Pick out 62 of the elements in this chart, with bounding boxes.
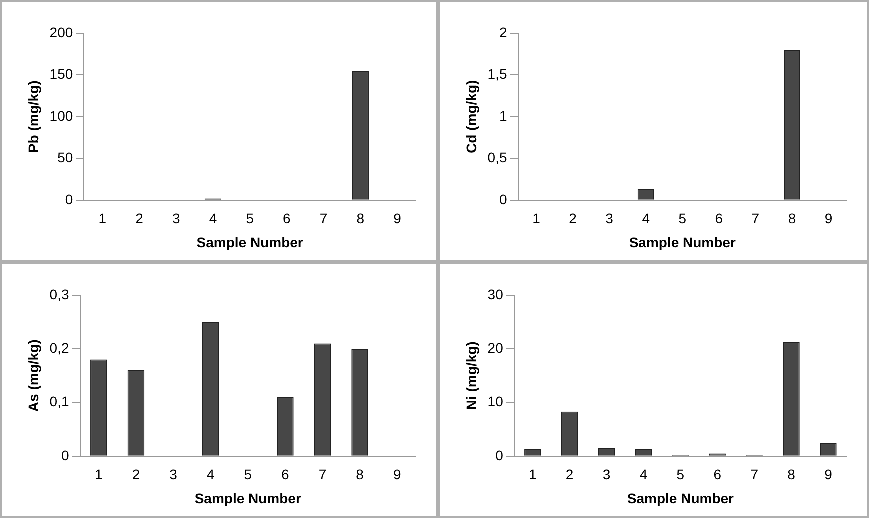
x-axis-title: Sample Number (194, 490, 302, 506)
y-tick-label: 50 (58, 150, 74, 166)
x-tick-label: 2 (566, 466, 574, 483)
x-tick-label: 4 (206, 466, 215, 483)
y-tick-label: 0,3 (50, 286, 70, 302)
y-tick-label: 0 (499, 191, 508, 208)
x-tick-label: 3 (170, 466, 178, 483)
x-tick-label: 7 (752, 210, 760, 227)
x-tick-label: 5 (244, 466, 252, 483)
y-tick-label: 200 (50, 24, 74, 40)
x-tick-label: 4 (640, 466, 648, 483)
y-tick-label: 10 (488, 394, 504, 410)
x-tick-label: 8 (356, 210, 365, 227)
x-tick-label: 6 (714, 466, 722, 483)
x-tick-label: 5 (678, 210, 687, 227)
x-tick-label: 8 (788, 210, 796, 227)
y-axis-title: Pb (mg/kg) (25, 80, 42, 154)
x-tick-label: 2 (132, 466, 140, 483)
y-tick-label: 1,5 (488, 66, 508, 82)
x-tick-label: 8 (788, 466, 796, 483)
x-tick-label: 5 (676, 466, 685, 483)
x-tick-label: 7 (320, 210, 328, 227)
x-tick-label: 8 (356, 466, 364, 483)
x-axis-title: Sample Number (196, 234, 304, 250)
x-tick-label: 9 (394, 210, 402, 227)
y-axis-title: Cd (mg/kg) (463, 80, 480, 154)
x-tick-label: 7 (318, 466, 327, 483)
y-tick-label: 30 (488, 286, 504, 302)
y-tick-label: 1 (499, 108, 508, 124)
x-tick-label: 4 (209, 210, 218, 227)
y-tick-label: 0,5 (488, 150, 508, 166)
x-tick-label: 3 (172, 210, 180, 227)
x-tick-label: 1 (95, 466, 104, 483)
x-tick-label: 6 (282, 466, 290, 483)
x-tick-label: 1 (532, 210, 541, 227)
y-tick-label: 2 (499, 24, 508, 40)
x-tick-label: 7 (750, 466, 759, 483)
x-tick-label: 3 (606, 210, 614, 227)
x-tick-label: 2 (136, 210, 144, 227)
x-tick-label: 6 (715, 210, 724, 227)
x-tick-label: 1 (98, 210, 107, 227)
y-tick-label: 0,1 (50, 394, 70, 410)
y-tick-label: 0 (65, 191, 74, 208)
y-tick-label: 20 (488, 340, 504, 356)
x-tick-label: 2 (569, 210, 578, 227)
y-axis-title: Ni (mg/kg) (463, 342, 480, 410)
y-tick-label: 0,2 (50, 340, 70, 356)
x-axis-title: Sample Number (627, 490, 735, 506)
x-tick-label: 4 (642, 210, 650, 227)
x-tick-label: 5 (246, 210, 254, 227)
x-tick-label: 9 (824, 466, 833, 483)
y-tick-label: 100 (50, 108, 74, 124)
y-tick-label: 0 (496, 447, 504, 464)
x-tick-label: 9 (824, 210, 833, 227)
x-tick-label: 3 (602, 466, 611, 483)
x-tick-label: 9 (393, 466, 402, 483)
y-tick-label: 150 (50, 66, 74, 82)
x-tick-label: 1 (528, 466, 537, 483)
x-tick-label: 6 (283, 210, 292, 227)
x-axis-title: Sample Number (629, 234, 736, 250)
y-tick-label: 0 (61, 447, 70, 464)
y-axis-title: As (mg/kg) (25, 340, 42, 412)
